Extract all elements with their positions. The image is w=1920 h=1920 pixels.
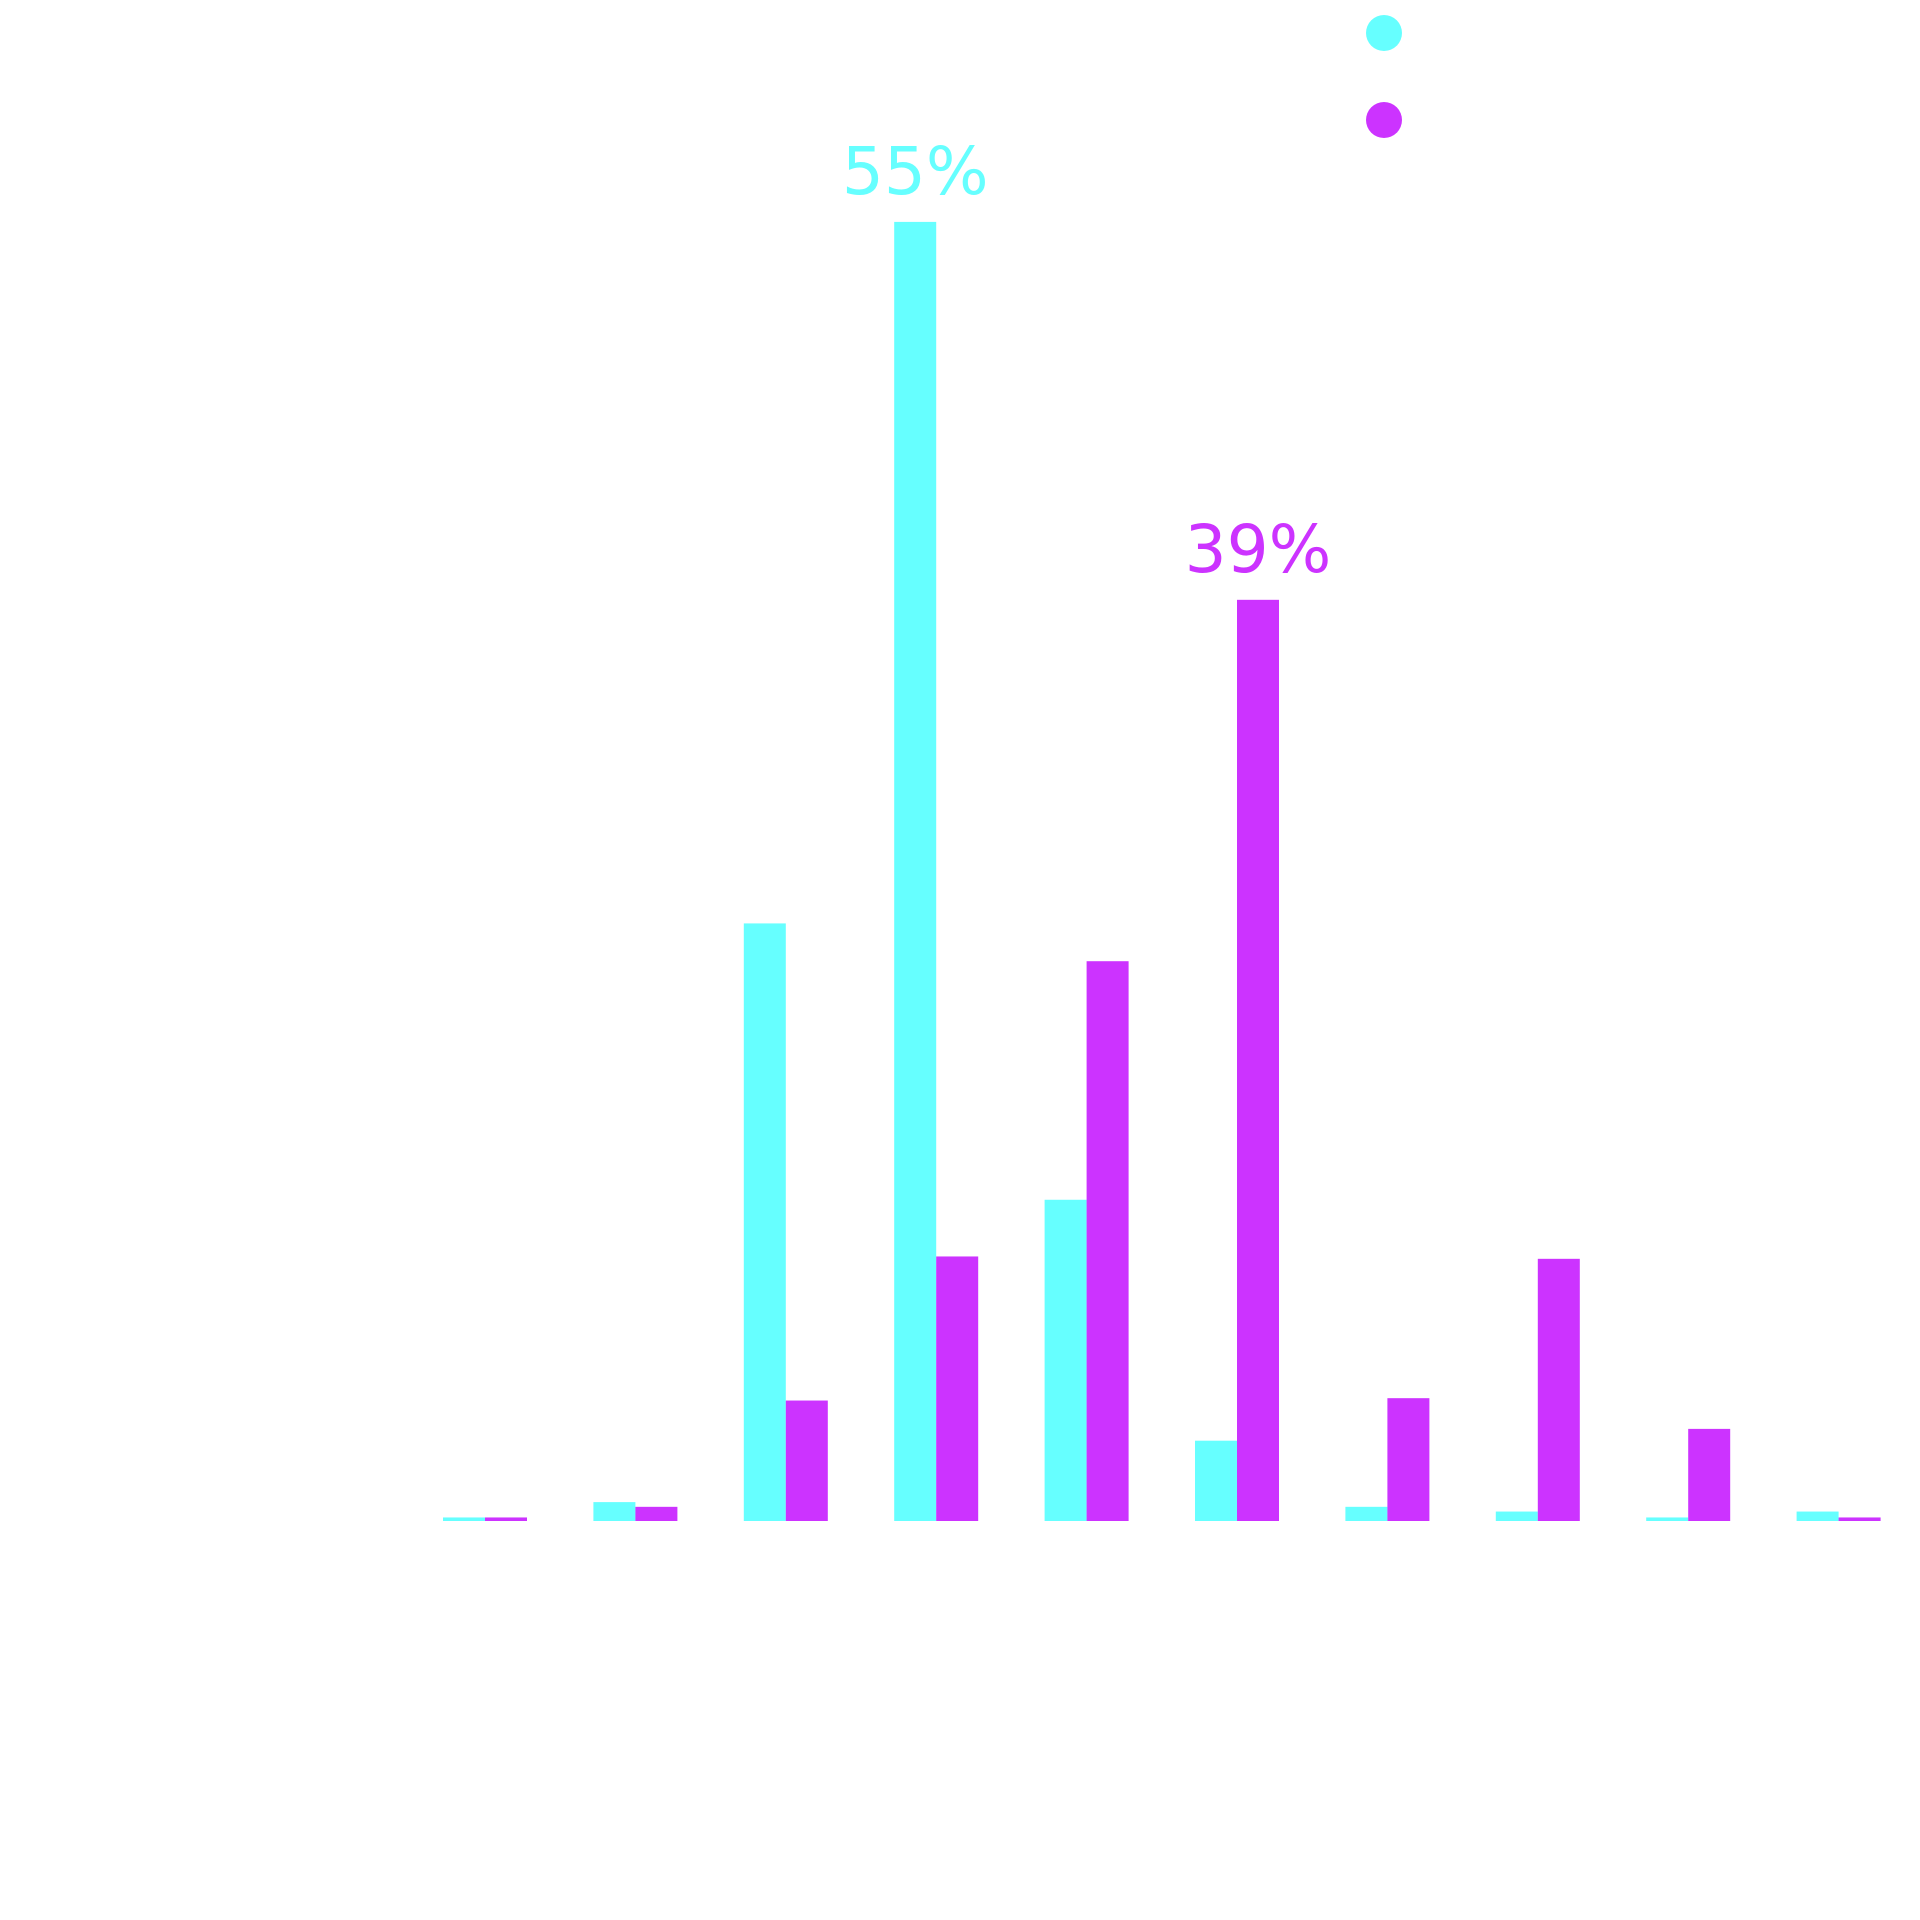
bar [1195, 1440, 1237, 1521]
bar [894, 221, 937, 1521]
data-label: 55% [842, 133, 989, 210]
bar [1838, 1517, 1881, 1521]
bar [1537, 1258, 1580, 1521]
bar [1044, 1199, 1087, 1521]
bar [1796, 1511, 1839, 1521]
bar [1086, 961, 1129, 1521]
bar [1688, 1428, 1731, 1521]
data-label: 39% [1185, 511, 1332, 588]
bar [1345, 1506, 1388, 1521]
bar [1646, 1517, 1689, 1521]
legend-marker [1366, 15, 1402, 51]
bar [743, 923, 786, 1521]
bar [1237, 599, 1279, 1521]
bar [1495, 1511, 1538, 1521]
bar [635, 1506, 678, 1521]
bar [1387, 1398, 1430, 1521]
bar [936, 1256, 979, 1521]
bar [443, 1517, 485, 1521]
bar [593, 1502, 636, 1521]
legend-marker [1366, 102, 1402, 138]
bar [485, 1517, 527, 1521]
bar [785, 1400, 828, 1521]
